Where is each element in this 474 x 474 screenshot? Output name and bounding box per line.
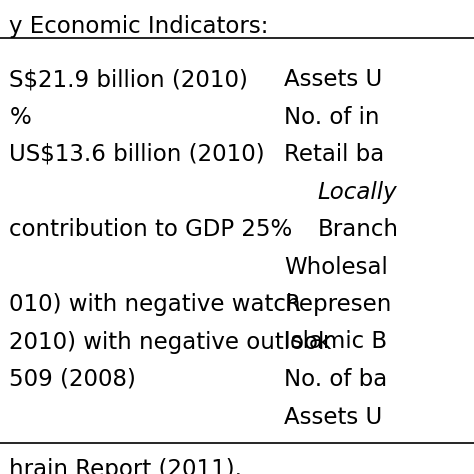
Text: No. of ba: No. of ba [284, 368, 388, 391]
Text: y Economic Indicators:: y Economic Indicators: [9, 15, 269, 38]
Text: 509 (2008): 509 (2008) [9, 368, 137, 391]
Text: 010) with negative watch: 010) with negative watch [9, 293, 301, 316]
Text: Islamic B: Islamic B [284, 330, 388, 354]
Text: No. of in: No. of in [284, 106, 380, 128]
Text: contribution to GDP 25%: contribution to GDP 25% [9, 218, 293, 241]
Text: Branch: Branch [318, 218, 399, 241]
Text: 2010) with negative outlook: 2010) with negative outlook [9, 330, 332, 354]
Text: Represen: Represen [284, 293, 392, 316]
Text: US$13.6 billion (2010): US$13.6 billion (2010) [9, 143, 265, 166]
Text: Retail ba: Retail ba [284, 143, 384, 166]
Text: Locally: Locally [318, 181, 397, 203]
Text: Assets U: Assets U [284, 405, 383, 428]
Text: Wholesal: Wholesal [284, 255, 388, 279]
Text: %: % [9, 106, 31, 128]
Text: hrain Report (2011).: hrain Report (2011). [9, 458, 243, 474]
Text: Assets U: Assets U [284, 68, 383, 91]
Text: S$21.9 billion (2010): S$21.9 billion (2010) [9, 68, 248, 91]
